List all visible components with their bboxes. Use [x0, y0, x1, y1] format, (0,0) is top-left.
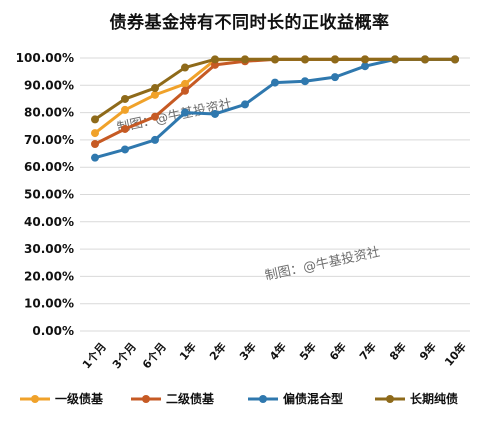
data-point — [211, 55, 219, 64]
data-point — [151, 112, 159, 121]
y-tick-label: 90.00% — [24, 78, 74, 92]
x-tick-label: 6个月 — [139, 340, 169, 372]
data-point — [451, 55, 459, 64]
y-axis-tick-labels: 0.00% 10.00% 20.00% 30.00% 40.00% 50.00% 60.00… — [16, 51, 74, 338]
x-tick-label: 5年 — [296, 340, 319, 363]
legend: 一级债基 二级债基 偏债混合型 长期纯债 — [20, 391, 458, 406]
legend-swatch-marker — [259, 395, 267, 403]
y-tick-label: 60.00% — [24, 160, 74, 174]
data-point — [91, 115, 99, 124]
data-point — [91, 129, 99, 138]
y-tick-label: 30.00% — [24, 242, 74, 256]
legend-swatch-marker — [386, 395, 394, 403]
legend-label: 二级债基 — [166, 391, 215, 406]
series-3 — [91, 55, 459, 162]
data-point — [271, 55, 279, 64]
data-point — [121, 105, 129, 114]
data-point — [121, 124, 129, 133]
data-point — [91, 153, 99, 162]
grid-lines — [80, 57, 470, 332]
legend-item: 二级债基 — [131, 391, 215, 406]
data-point — [181, 79, 189, 88]
series-lines — [91, 55, 459, 162]
data-point — [121, 145, 129, 154]
series-4 — [91, 55, 459, 124]
data-point — [91, 139, 99, 148]
x-tick-label: 2年 — [206, 340, 229, 363]
data-point — [331, 55, 339, 64]
legend-swatch-marker — [142, 395, 150, 403]
chart-title: 债券基金持有不同时长的正收益概率 — [109, 13, 390, 33]
y-tick-label: 20.00% — [24, 269, 74, 283]
x-tick-label: 1个月 — [79, 340, 109, 372]
series-2 — [91, 55, 459, 148]
x-tick-label: 8年 — [386, 340, 409, 363]
data-point — [331, 73, 339, 82]
data-point — [361, 62, 369, 71]
data-point — [151, 84, 159, 93]
series-line — [93, 57, 457, 146]
series-line — [93, 57, 457, 121]
data-point — [151, 90, 159, 99]
series-line — [93, 57, 457, 160]
data-point — [181, 108, 189, 117]
x-tick-label: 9年 — [416, 340, 439, 363]
legend-label: 长期纯债 — [410, 391, 458, 406]
data-point — [211, 109, 219, 118]
data-point — [241, 100, 249, 109]
data-point — [181, 63, 189, 72]
data-point — [271, 78, 279, 87]
y-tick-label: 70.00% — [24, 133, 74, 147]
x-tick-label: 3年 — [236, 340, 259, 363]
y-tick-label: 10.00% — [24, 297, 74, 311]
y-tick-label: 0.00% — [32, 324, 74, 338]
data-point — [361, 55, 369, 64]
data-point — [301, 55, 309, 64]
legend-label: 一级债基 — [55, 391, 104, 406]
legend-item: 一级债基 — [20, 391, 104, 406]
y-tick-label: 40.00% — [24, 215, 74, 229]
data-point — [421, 55, 429, 64]
legend-swatch-marker — [31, 395, 39, 403]
x-tick-label: 4年 — [266, 340, 289, 363]
x-axis-tick-labels: 1个月 3个月 6个月 1年 2年 3年 4年 5年 6年 7年 8年 9年 10年 — [79, 340, 469, 372]
data-point — [181, 86, 189, 95]
watermark-text: 制图：@牛基投资社 — [264, 244, 382, 284]
x-tick-label: 1年 — [176, 340, 199, 363]
x-tick-label: 6年 — [326, 340, 349, 363]
legend-item: 偏债混合型 — [248, 391, 343, 406]
x-tick-label: 10年 — [441, 340, 469, 369]
y-tick-label: 80.00% — [24, 106, 74, 120]
data-point — [241, 55, 249, 64]
y-tick-label: 100.00% — [16, 51, 74, 65]
data-point — [151, 135, 159, 144]
data-point — [301, 77, 309, 86]
legend-label: 偏债混合型 — [283, 391, 343, 406]
legend-item: 长期纯债 — [375, 391, 458, 406]
y-tick-label: 50.00% — [24, 188, 74, 202]
x-tick-label: 7年 — [356, 340, 379, 363]
x-tick-label: 3个月 — [109, 340, 139, 372]
data-point — [391, 55, 399, 64]
data-point — [121, 94, 129, 103]
